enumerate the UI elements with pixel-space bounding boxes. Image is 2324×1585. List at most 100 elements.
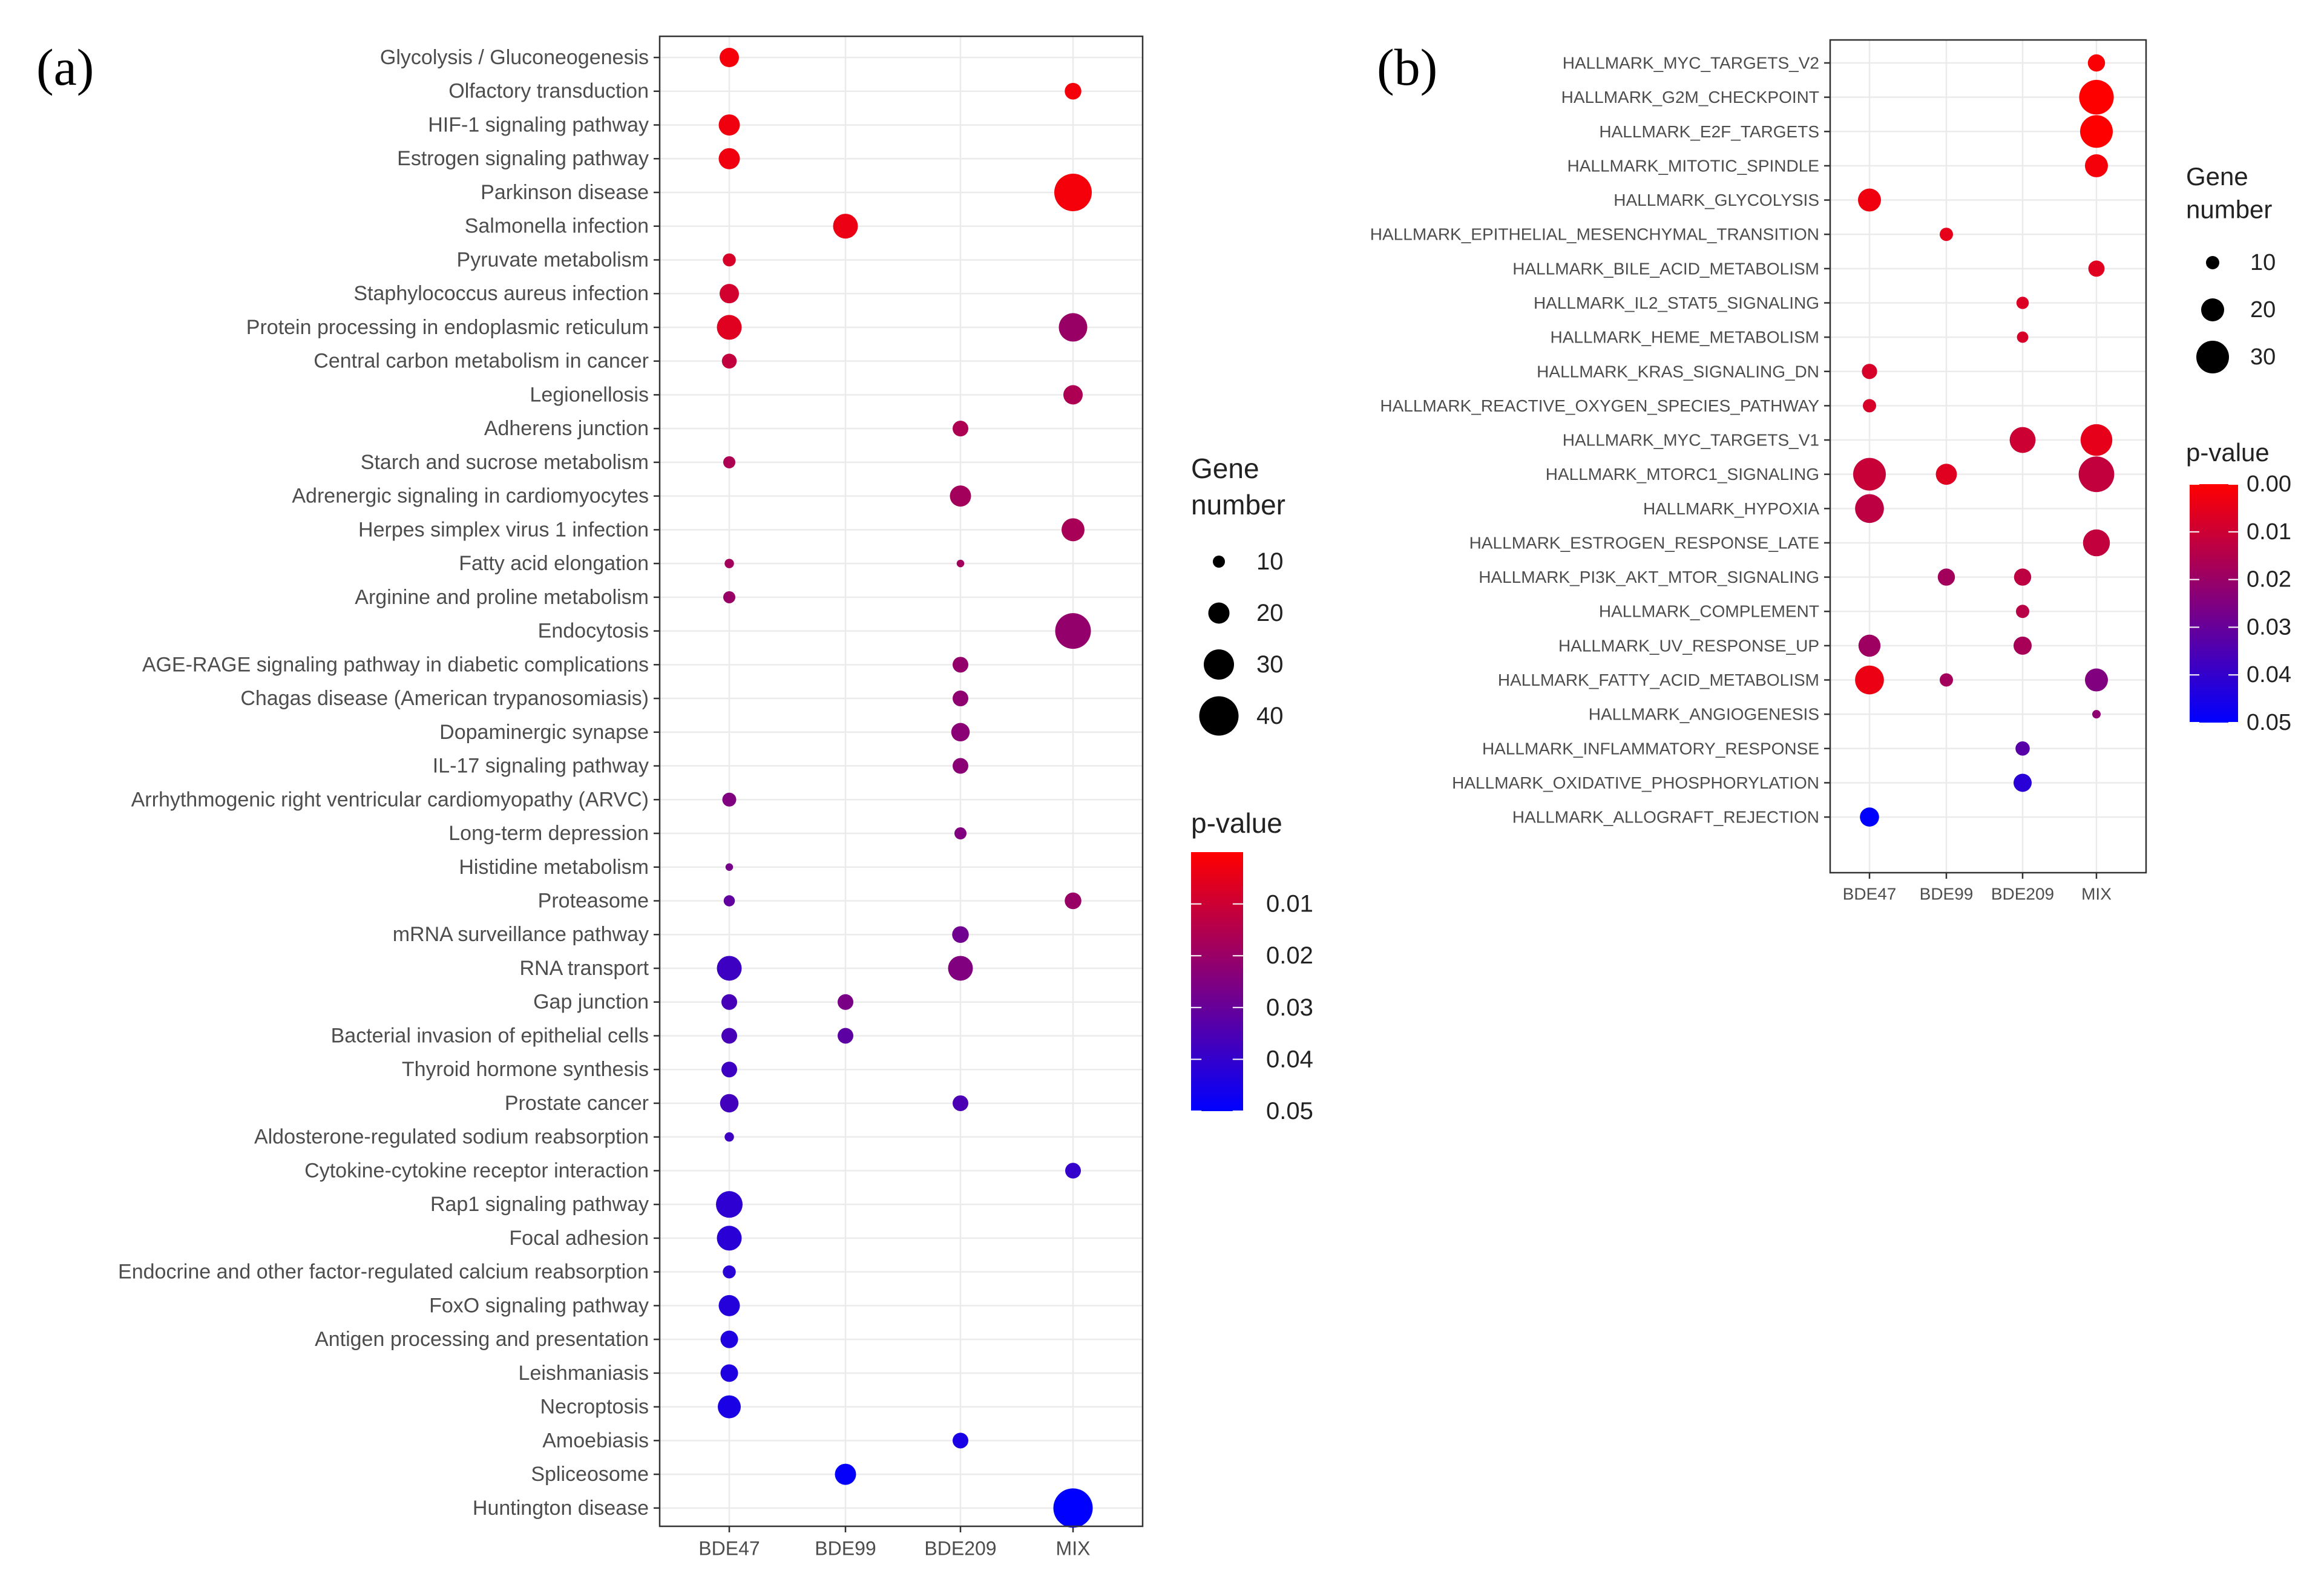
y-tick-label: HALLMARK_GLYCOLYSIS xyxy=(1613,191,1819,209)
point-MIX-4 xyxy=(1054,173,1092,211)
point-BDE47-32 xyxy=(724,1132,734,1142)
y-tick-label: HALLMARK_OXIDATIVE_PHOSPHORYLATION xyxy=(1452,773,1819,792)
point-BDE209-20 xyxy=(2015,741,2030,756)
y-tick-label: Salmonella infection xyxy=(465,215,649,238)
y-tick-label: Adrenergic signaling in cardiomyocytes xyxy=(292,485,649,508)
color-legend: p-value 0.01 0.02 0.03 0.04 0.05 xyxy=(1191,807,1313,1124)
y-tick-label: Fatty acid elongation xyxy=(459,552,649,575)
point-BDE209-27 xyxy=(948,956,973,981)
x-tick-label: BDE47 xyxy=(1843,884,1897,903)
color-legend-label: 0.05 xyxy=(1266,1098,1313,1124)
x-tick-labels: BDE47 BDE99 BDE209 MIX xyxy=(698,1526,1090,1560)
data-points xyxy=(1853,54,2115,827)
size-legend: Gene number 10 20 30 xyxy=(2186,162,2276,373)
y-tick-label: HALLMARK_PI3K_AKT_MTOR_SIGNALING xyxy=(1479,568,1819,586)
point-BDE209-11 xyxy=(953,421,968,437)
y-tick-label: mRNA surveillance pathway xyxy=(393,923,649,946)
color-legend-label: 0.04 xyxy=(2247,662,2291,687)
gridlines xyxy=(660,36,1143,1526)
point-BDE47-10 xyxy=(1863,399,1876,413)
x-tick-label: MIX xyxy=(1056,1538,1091,1560)
point-BDE99-29 xyxy=(838,1028,853,1044)
point-BDE47-2 xyxy=(718,114,740,136)
point-BDE47-35 xyxy=(717,1226,742,1251)
y-tick-label: AGE-RAGE signaling pathway in diabetic c… xyxy=(142,653,649,676)
y-tick-label: RNA transport xyxy=(519,957,649,980)
y-tick-labels: HALLMARK_MYC_TARGETS_V2 HALLMARK_G2M_CHEC… xyxy=(1370,54,1830,827)
color-legend-title: p-value xyxy=(1191,807,1282,839)
point-BDE47-18 xyxy=(1855,665,1884,695)
point-BDE47-40 xyxy=(718,1395,741,1419)
point-BDE209-15 xyxy=(2014,568,2032,586)
color-legend-label: 0.02 xyxy=(2247,567,2291,592)
point-BDE209-13 xyxy=(950,485,971,507)
y-tick-label: FoxO signaling pathway xyxy=(429,1294,649,1317)
y-tick-label: Huntington disease xyxy=(473,1497,649,1520)
point-BDE47-12 xyxy=(1853,458,1886,491)
y-tick-label: HALLMARK_REACTIVE_OXYGEN_SPECIES_PATHWAY xyxy=(1380,396,1819,415)
size-legend-dot xyxy=(2201,298,2224,321)
plot-area xyxy=(660,36,1143,1526)
size-legend-dot xyxy=(2206,256,2219,269)
point-BDE209-31 xyxy=(953,1095,968,1111)
point-BDE47-25 xyxy=(723,895,735,907)
point-BDE47-28 xyxy=(721,994,737,1010)
point-MIX-0 xyxy=(2087,54,2106,72)
point-BDE209-17 xyxy=(2014,636,2032,655)
y-tick-label: Legionellosis xyxy=(530,383,649,406)
point-BDE209-18 xyxy=(953,657,968,673)
point-BDE99-18 xyxy=(1940,673,1953,687)
size-legend: Gene number 10 20 30 40 xyxy=(1191,453,1285,736)
y-tick-label: Endocrine and other factor-regulated cal… xyxy=(118,1261,649,1284)
color-legend-label: 0.00 xyxy=(2247,471,2291,497)
y-tick-label: Rap1 signaling pathway xyxy=(430,1193,649,1216)
point-BDE47-24 xyxy=(725,863,734,871)
color-legend-bar xyxy=(2190,484,2238,723)
color-legend: p-value 0.00 0.01 0.02 0.03 0.04 0.05 xyxy=(2186,438,2291,735)
y-tick-label: Leishmaniasis xyxy=(519,1362,649,1385)
y-tick-label: Protein processing in endoplasmic reticu… xyxy=(246,316,649,339)
point-BDE47-9 xyxy=(1862,364,1877,379)
y-tick-label: HALLMARK_IL2_STAT5_SIGNALING xyxy=(1534,294,1819,312)
y-tick-label: HALLMARK_MITOTIC_SPINDLE xyxy=(1567,156,1820,175)
point-BDE47-27 xyxy=(717,956,742,981)
y-tick-label: Herpes simplex virus 1 infection xyxy=(358,518,649,541)
y-tick-label: Estrogen signaling pathway xyxy=(397,147,649,170)
y-tick-label: HALLMARK_MYC_TARGETS_V2 xyxy=(1563,54,1819,73)
y-tick-label: Proteasome xyxy=(538,890,649,913)
plot-area xyxy=(1830,40,2146,873)
size-legend-title: Gene number xyxy=(1191,453,1285,520)
size-legend-title: Gene number xyxy=(2186,162,2272,224)
y-tick-label: HALLMARK_MTORC1_SIGNALING xyxy=(1546,465,1819,484)
y-tick-label: Antigen processing and presentation xyxy=(315,1328,649,1351)
point-BDE47-12 xyxy=(723,456,735,468)
size-legend-label: 10 xyxy=(1256,548,1284,575)
y-tick-label: Glycolysis / Gluconeogenesis xyxy=(380,46,649,69)
size-legend-label: 30 xyxy=(1256,651,1284,678)
y-tick-label: Starch and sucrose metabolism xyxy=(361,451,649,474)
point-BDE209-8 xyxy=(2017,331,2029,343)
panel-b: (b) HALLMARK_MYC_TARGETS_V2 HALLMARK_G2M_C… xyxy=(1370,38,2291,903)
x-tick-label: BDE99 xyxy=(1920,884,1974,903)
point-BDE209-26 xyxy=(952,926,969,943)
y-tick-label: HALLMARK_INFLAMMATORY_RESPONSE xyxy=(1482,739,1819,758)
y-tick-label: Dopaminergic synapse xyxy=(439,721,649,744)
color-legend-label: 0.03 xyxy=(2247,614,2291,640)
point-MIX-1 xyxy=(2079,80,2114,115)
point-BDE209-11 xyxy=(2009,427,2036,453)
y-tick-label: HALLMARK_UV_RESPONSE_UP xyxy=(1558,636,1819,655)
point-BDE47-22 xyxy=(722,792,737,807)
y-tick-label: Spliceosome xyxy=(531,1463,649,1486)
point-BDE47-15 xyxy=(724,559,734,568)
y-tick-label: HIF-1 signaling pathway xyxy=(428,113,649,136)
x-tick-labels: BDE47 BDE99 BDE209 MIX xyxy=(1843,873,2112,903)
panel-a: (a) Glycolysis / Gluconeogenesis Olfactory… xyxy=(36,35,1313,1560)
point-BDE209-21 xyxy=(953,758,968,774)
point-MIX-10 xyxy=(1063,385,1083,405)
plot-border xyxy=(1829,39,2147,874)
point-MIX-33 xyxy=(1065,1163,1081,1179)
y-tick-label: HALLMARK_ANGIOGENESIS xyxy=(1589,705,1819,724)
y-tick-label: Aldosterone-regulated sodium reabsorptio… xyxy=(254,1126,649,1149)
point-MIX-1 xyxy=(1065,82,1082,100)
y-tick-label: Staphylococcus aureus infection xyxy=(353,282,649,305)
